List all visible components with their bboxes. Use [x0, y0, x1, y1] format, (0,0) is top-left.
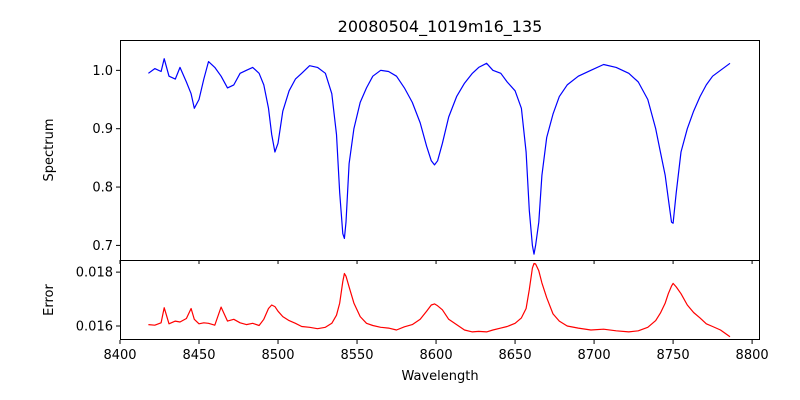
- error-axes-frame: [120, 260, 760, 340]
- spectrum-marks: [148, 58, 731, 255]
- spectrum-y-tick-label: 0.8: [92, 181, 113, 196]
- figure-title: 20080504_1019m16_135: [338, 17, 543, 37]
- spectrum-y-tick-label: 1.0: [92, 64, 113, 79]
- error-series-line-0: [148, 262, 731, 338]
- error-x-tick-label: 8550: [340, 348, 373, 363]
- error-x-tick-label: 8750: [657, 348, 690, 363]
- error-x-tick-label: 8700: [578, 348, 611, 363]
- spectrum-y-ticks: 0.7 0.8 0.9 1.0: [92, 64, 120, 254]
- spectrum-panel: 0.7 0.8 0.9 1.0 Spectrum: [42, 40, 760, 264]
- error-x-tick-label: 8800: [736, 348, 769, 363]
- error-y-tick-label: 0.016: [76, 319, 113, 334]
- error-x-tick-label: 8500: [261, 348, 294, 363]
- error-y-ticks: 0.016 0.018: [76, 266, 120, 334]
- error-x-tick-label: 8600: [420, 348, 453, 363]
- spectrum-series-line-0: [148, 58, 731, 255]
- spectrum-y-tick-label: 0.9: [92, 122, 113, 137]
- error-x-tick-label: 8400: [103, 348, 136, 363]
- spectrum-y-axis-label: Spectrum: [42, 119, 57, 182]
- x-axis-label: Wavelength: [401, 369, 478, 384]
- error-x-ticks: 8400 8450 8500 8550 8600 8650 8700 8750 8800: [103, 340, 769, 363]
- error-y-tick-label: 0.018: [76, 266, 113, 281]
- error-x-tick-label: 8450: [182, 348, 215, 363]
- spectrum-y-tick-label: 0.7: [92, 239, 113, 254]
- error-y-axis-label: Error: [42, 284, 57, 316]
- error-marks: [148, 262, 731, 338]
- error-x-tick-label: 8650: [499, 348, 532, 363]
